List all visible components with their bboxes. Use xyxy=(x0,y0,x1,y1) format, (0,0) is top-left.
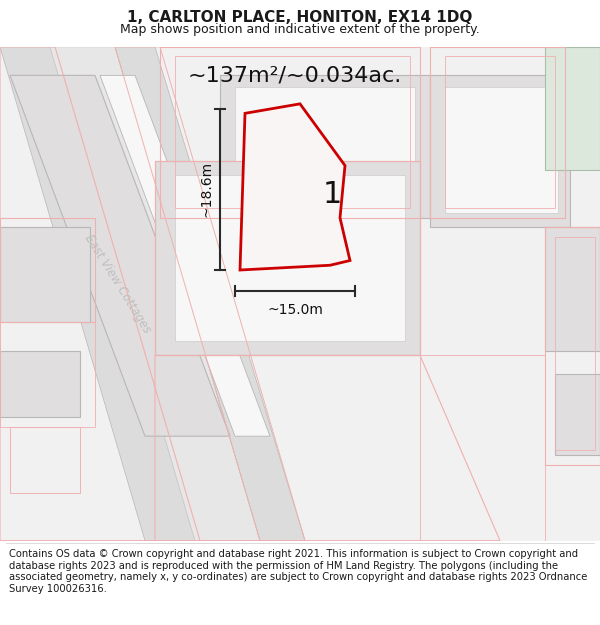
Text: 1: 1 xyxy=(322,180,342,209)
Polygon shape xyxy=(445,87,558,213)
Polygon shape xyxy=(0,47,600,541)
Polygon shape xyxy=(10,76,230,436)
Text: 1, CARLTON PLACE, HONITON, EX14 1DQ: 1, CARLTON PLACE, HONITON, EX14 1DQ xyxy=(127,10,473,25)
Polygon shape xyxy=(50,47,260,541)
Polygon shape xyxy=(0,228,90,322)
Text: ~18.6m: ~18.6m xyxy=(199,161,213,217)
Text: ~15.0m: ~15.0m xyxy=(267,303,323,317)
Polygon shape xyxy=(0,47,195,541)
Polygon shape xyxy=(0,351,80,418)
Polygon shape xyxy=(545,228,600,351)
Polygon shape xyxy=(175,175,405,341)
Polygon shape xyxy=(115,47,305,541)
Text: Map shows position and indicative extent of the property.: Map shows position and indicative extent… xyxy=(120,22,480,36)
Polygon shape xyxy=(430,76,570,228)
Text: ~137m²/~0.034ac.: ~137m²/~0.034ac. xyxy=(188,66,402,86)
Text: East View Cottages: East View Cottages xyxy=(82,232,154,336)
Polygon shape xyxy=(100,76,270,436)
Polygon shape xyxy=(155,161,420,356)
Polygon shape xyxy=(235,87,415,204)
Text: Contains OS data © Crown copyright and database right 2021. This information is : Contains OS data © Crown copyright and d… xyxy=(9,549,587,594)
Polygon shape xyxy=(240,104,350,270)
Polygon shape xyxy=(555,374,600,455)
Polygon shape xyxy=(545,47,600,170)
Polygon shape xyxy=(220,76,430,218)
